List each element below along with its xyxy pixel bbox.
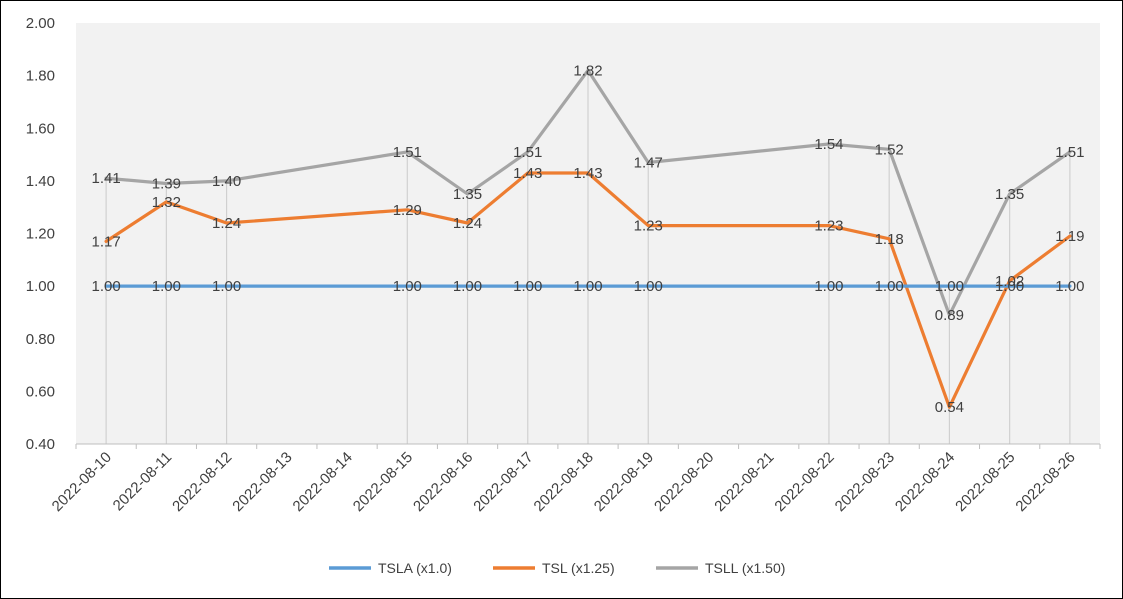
data-label: 1.00 xyxy=(995,278,1024,295)
data-label: 1.40 xyxy=(212,173,241,190)
data-label: 1.00 xyxy=(453,278,482,295)
y-tick-label: 0.80 xyxy=(26,331,55,348)
data-label: 1.00 xyxy=(92,278,121,295)
data-label: 1.54 xyxy=(814,136,843,153)
x-tick-label: 2022-08-20 xyxy=(651,449,717,515)
y-tick-label: 1.40 xyxy=(26,173,55,190)
data-label: 1.35 xyxy=(453,186,482,203)
x-tick-label: 2022-08-18 xyxy=(531,449,597,515)
legend-label: TSLL (x1.50) xyxy=(705,560,785,576)
y-tick-label: 0.60 xyxy=(26,383,55,400)
series-line-tsll xyxy=(104,68,1072,317)
series-lines xyxy=(104,68,1072,409)
data-label: 1.51 xyxy=(513,144,542,161)
data-label: 1.47 xyxy=(634,154,663,171)
data-label: 1.43 xyxy=(573,165,602,182)
data-label: 1.39 xyxy=(152,176,181,193)
y-tick-label: 1.60 xyxy=(26,120,55,137)
y-tick-label: 1.00 xyxy=(26,278,55,295)
legend-label: TSLA (x1.0) xyxy=(378,560,452,576)
legend: TSLA (x1.0) TSL (x1.25) TSLL (x1.50) xyxy=(329,560,785,576)
x-tick-label: 2022-08-24 xyxy=(892,449,958,515)
x-tick-label: 2022-08-21 xyxy=(711,449,777,515)
data-label: 1.02 xyxy=(995,273,1024,290)
data-label: 1.29 xyxy=(393,202,422,219)
data-labels: 1.00 1.00 1.00 1.00 1.00 1.00 1.00 1.00 1.00 1.00… xyxy=(92,62,1085,416)
x-tick-label: 2022-08-19 xyxy=(591,449,657,515)
data-label: 1.51 xyxy=(1055,144,1084,161)
data-label: 1.24 xyxy=(212,215,241,232)
data-label: 1.17 xyxy=(92,233,121,250)
x-tick-label: 2022-08-16 xyxy=(410,449,476,515)
data-label: 1.00 xyxy=(393,278,422,295)
data-label: 1.00 xyxy=(1055,278,1084,295)
data-label: 0.89 xyxy=(935,307,964,324)
x-tick-label: 2022-08-17 xyxy=(470,449,536,515)
data-label: 1.00 xyxy=(152,278,181,295)
data-label: 1.00 xyxy=(634,278,663,295)
x-tick-label: 2022-08-10 xyxy=(49,449,115,515)
x-tick-label: 2022-08-12 xyxy=(169,449,235,515)
data-label: 1.43 xyxy=(513,165,542,182)
series-line-tsl xyxy=(104,171,1072,409)
data-label: 1.24 xyxy=(453,215,482,232)
x-tick-label: 2022-08-14 xyxy=(290,449,356,515)
data-label: 1.00 xyxy=(814,278,843,295)
x-tick-label: 2022-08-26 xyxy=(1012,449,1078,515)
data-label: 1.23 xyxy=(634,218,663,235)
data-label: 1.23 xyxy=(814,218,843,235)
data-label: 1.51 xyxy=(393,144,422,161)
data-label: 1.19 xyxy=(1055,228,1084,245)
x-tick-label: 2022-08-22 xyxy=(771,449,837,515)
data-label: 1.35 xyxy=(995,186,1024,203)
data-label: 1.52 xyxy=(875,141,904,158)
data-label: 1.82 xyxy=(573,62,602,79)
data-label: 0.54 xyxy=(935,399,964,416)
y-tick-label: 2.00 xyxy=(26,15,55,32)
x-tick-label: 2022-08-13 xyxy=(229,449,295,515)
y-tick-label: 0.40 xyxy=(26,436,55,453)
data-label: 1.00 xyxy=(513,278,542,295)
data-label: 1.00 xyxy=(212,278,241,295)
x-tick-label: 2022-08-11 xyxy=(110,449,175,514)
y-axis: 0.40 0.60 0.80 1.00 1.20 1.40 1.60 1.80 2.00 xyxy=(26,15,55,453)
data-label: 1.00 xyxy=(875,278,904,295)
data-label: 1.41 xyxy=(92,170,121,187)
y-tick-label: 1.20 xyxy=(26,226,55,243)
data-label: 1.00 xyxy=(573,278,602,295)
data-label: 1.32 xyxy=(152,194,181,211)
data-label: 1.00 xyxy=(935,278,964,295)
x-tick-label: 2022-08-15 xyxy=(350,449,416,515)
x-tick-label: 2022-08-23 xyxy=(832,449,898,515)
data-label: 1.18 xyxy=(875,231,904,248)
x-axis: 2022-08-102022-08-112022-08-122022-08-13… xyxy=(49,443,1101,515)
y-tick-label: 1.80 xyxy=(26,68,55,85)
legend-label: TSL (x1.25) xyxy=(542,560,615,576)
x-tick-label: 2022-08-25 xyxy=(952,449,1018,515)
